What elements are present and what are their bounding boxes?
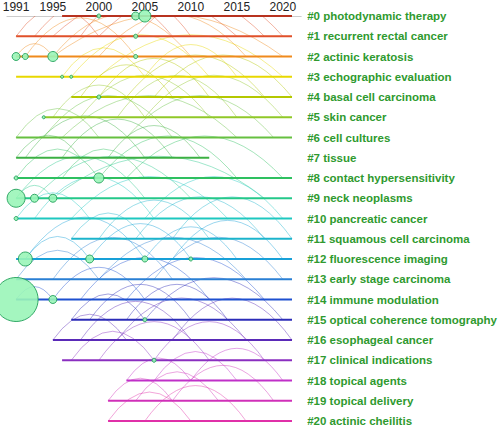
svg-text:#16 esophageal cancer: #16 esophageal cancer <box>307 334 433 346</box>
svg-text:#4 basal cell carcinoma: #4 basal cell carcinoma <box>307 91 436 103</box>
svg-text:#5 skin cancer: #5 skin cancer <box>307 111 387 123</box>
svg-text:2015: 2015 <box>223 0 250 14</box>
svg-text:2020: 2020 <box>269 0 296 14</box>
svg-text:1991: 1991 <box>3 0 30 14</box>
svg-text:#18 topical agents: #18 topical agents <box>307 375 407 387</box>
svg-text:#14 immune modulation: #14 immune modulation <box>307 294 439 306</box>
svg-text:2010: 2010 <box>177 0 204 14</box>
svg-text:#8 contact hypersensitivity: #8 contact hypersensitivity <box>307 172 455 184</box>
svg-text:2000: 2000 <box>86 0 113 14</box>
svg-text:#3 echographic evaluation: #3 echographic evaluation <box>307 71 451 83</box>
svg-text:#9 neck neoplasms: #9 neck neoplasms <box>307 192 412 204</box>
svg-text:#7 tissue: #7 tissue <box>307 152 356 164</box>
svg-text:#10 pancreatic cancer: #10 pancreatic cancer <box>307 213 428 225</box>
svg-text:#13 early stage carcinoma: #13 early stage carcinoma <box>307 273 451 285</box>
svg-text:#1 recurrent rectal cancer: #1 recurrent rectal cancer <box>307 30 448 42</box>
svg-text:#11 squamous cell carcinoma: #11 squamous cell carcinoma <box>307 233 470 245</box>
svg-text:2005: 2005 <box>131 0 159 14</box>
svg-text:#15 optical coherence tomograp: #15 optical coherence tomography <box>307 314 497 326</box>
svg-text:#17 clinical indications: #17 clinical indications <box>307 354 432 366</box>
svg-text:#12 fluorescence imaging: #12 fluorescence imaging <box>307 253 448 265</box>
svg-text:#6 cell cultures: #6 cell cultures <box>307 132 390 144</box>
svg-text:1995: 1995 <box>40 0 67 14</box>
svg-text:#20 actinic cheilitis: #20 actinic cheilitis <box>307 415 412 427</box>
svg-text:#19 topical delivery: #19 topical delivery <box>307 395 414 407</box>
svg-text:#2 actinic keratosis: #2 actinic keratosis <box>307 51 413 63</box>
svg-text:#0 photodynamic therapy: #0 photodynamic therapy <box>307 10 447 22</box>
